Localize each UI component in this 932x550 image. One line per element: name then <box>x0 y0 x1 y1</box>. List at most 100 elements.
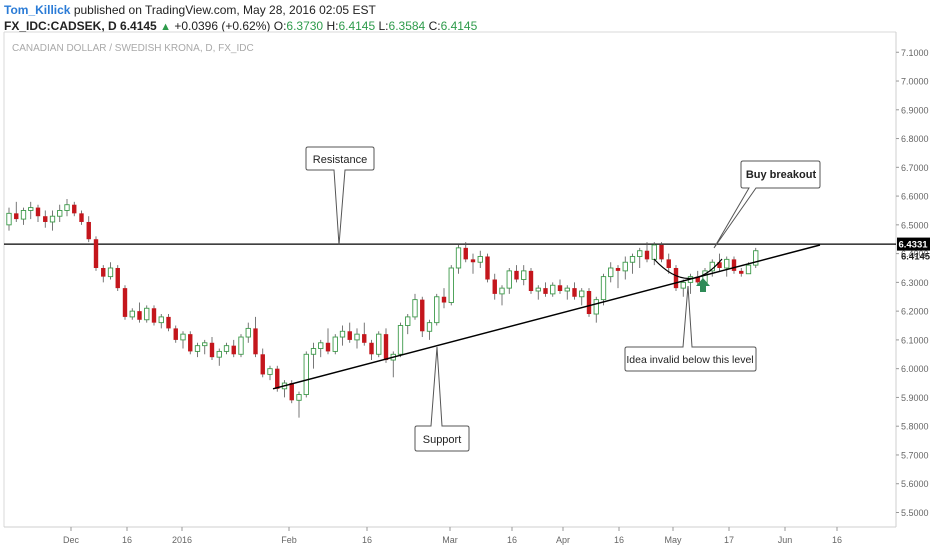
y-tick-label: 5.5000 <box>901 508 929 518</box>
candle-up <box>158 316 164 324</box>
y-tick-label: 6.8000 <box>901 134 929 144</box>
candle-up <box>216 350 222 358</box>
candle-up <box>144 307 150 321</box>
candle-down <box>731 259 737 271</box>
green-up-arrow-icon <box>696 278 710 292</box>
author-link[interactable]: Tom_Killick <box>4 3 71 17</box>
candle-up <box>455 247 462 269</box>
candle-up <box>354 333 360 341</box>
open-label: O: <box>273 19 287 33</box>
candle-down <box>543 288 548 294</box>
candle-up <box>64 204 70 211</box>
x-tick-label: Feb <box>281 535 297 545</box>
candle-up <box>412 299 418 318</box>
candle-down <box>151 308 157 323</box>
last-price: 6.4145 <box>120 19 157 33</box>
candle-down <box>325 342 331 352</box>
candle-up <box>579 290 585 298</box>
candle-down <box>463 247 468 260</box>
candle-down <box>673 267 679 289</box>
candle-down <box>514 270 519 280</box>
y-tick-label: 6.6000 <box>901 192 929 202</box>
candle-up <box>397 325 404 355</box>
candle-up <box>405 316 411 326</box>
candle-down <box>14 213 19 220</box>
candle-down <box>137 311 142 320</box>
close-label: C: <box>428 19 441 33</box>
candle-up <box>129 310 135 318</box>
resistance-callout: Resistance <box>305 146 375 246</box>
candle-down <box>383 334 389 361</box>
y-tick-label: 6.0000 <box>901 364 929 374</box>
candle-down <box>72 204 77 214</box>
y-tick-label: 6.4000 <box>901 249 929 259</box>
y-axis: 7.1000 7.0000 6.9000 6.8000 6.7000 6.6000 6.50… <box>896 48 929 518</box>
candle-down <box>209 342 215 358</box>
candle-up <box>753 250 759 266</box>
candle-up <box>622 261 628 272</box>
candle-down <box>188 334 193 352</box>
candle-down <box>275 368 280 389</box>
candle-down <box>644 250 650 260</box>
candle-up <box>724 258 730 269</box>
candle-down <box>492 279 497 294</box>
published-text: published on TradingView.com, May 28, 20… <box>73 3 376 17</box>
candle-up <box>376 333 382 355</box>
candle-up <box>680 281 686 289</box>
x-tick-label: 16 <box>122 535 132 545</box>
resistance-price-label: 6.4331 <box>898 240 928 251</box>
candle-down <box>347 331 352 340</box>
support-trendline <box>272 244 821 390</box>
x-tick-label: Jun <box>778 535 793 545</box>
candle-up <box>238 336 244 355</box>
candle-down <box>253 328 258 355</box>
candle-down <box>586 291 592 315</box>
candle-down <box>93 239 99 268</box>
resistance-label: Resistance <box>313 154 367 166</box>
candle-down <box>739 270 744 274</box>
candle-down <box>166 316 171 329</box>
candle-up <box>296 394 302 401</box>
candle-down <box>666 259 671 268</box>
y-tick-label: 5.8000 <box>901 422 929 432</box>
candle-up <box>651 244 657 260</box>
y-tick-label: 6.3000 <box>901 278 929 288</box>
candle-down <box>43 216 48 222</box>
candle-up <box>303 353 309 396</box>
candle-down <box>86 221 91 240</box>
candle-up <box>600 276 607 301</box>
candle-down <box>35 207 41 217</box>
high-label: H: <box>326 19 339 33</box>
y-tick-label: 5.9000 <box>901 393 929 403</box>
x-tick-label: Apr <box>556 535 570 545</box>
candle-up <box>521 270 527 280</box>
candle-up <box>448 267 454 303</box>
last-price-label: 6.4145 <box>901 251 931 262</box>
candle-down <box>231 345 236 355</box>
y-tick-label: 6.7000 <box>901 163 929 173</box>
candle-up <box>550 284 556 295</box>
y-tick-label: 6.1000 <box>901 335 929 345</box>
candlestick-series <box>6 198 759 418</box>
price-change: +0.0396 (+0.62%) <box>174 19 271 33</box>
x-tick-label: Mar <box>442 535 458 545</box>
candle-down <box>420 299 425 332</box>
support-label: Support <box>423 434 462 446</box>
x-tick-label: 2016 <box>172 535 192 545</box>
candle-down <box>115 267 120 289</box>
candle-up <box>339 330 346 338</box>
candle-down <box>173 328 178 340</box>
x-tick-label: 16 <box>507 535 517 545</box>
candle-down <box>362 334 367 343</box>
candle-up <box>593 299 599 315</box>
candle-up <box>477 256 483 263</box>
candle-up <box>245 327 251 338</box>
low-value: 6.3584 <box>388 19 426 33</box>
candle-down <box>528 270 534 292</box>
candle-up <box>223 345 230 352</box>
x-tick-label: 16 <box>614 535 624 545</box>
candle-up <box>564 287 570 292</box>
buy-breakout-callout: Buy breakout <box>713 160 821 249</box>
candle-down <box>122 288 128 317</box>
